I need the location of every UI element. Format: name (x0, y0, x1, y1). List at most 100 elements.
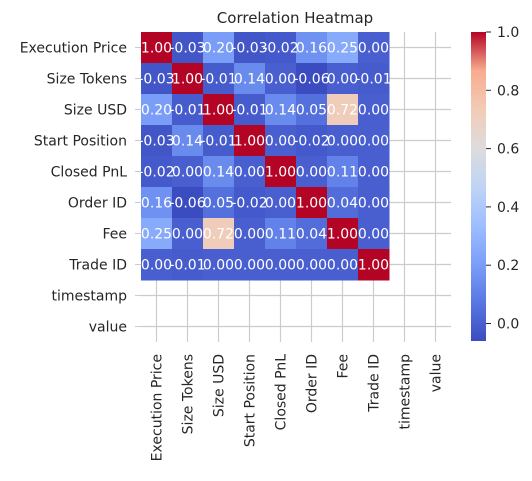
heatmap-cell (172, 187, 204, 219)
cell-value-label: 0.00 (265, 134, 296, 150)
colorbar-tick-label: 0.0 (497, 317, 519, 333)
y-tick-label: Execution Price (20, 41, 127, 57)
colorbar-tick-label: 0.2 (497, 258, 519, 274)
heatmap-cell (327, 32, 359, 64)
cell-value-label: 1.00 (265, 165, 296, 181)
cell-value-label: -0.02 (293, 134, 329, 150)
heatmap-cell (141, 125, 173, 157)
cell-value-label: 0.72 (327, 103, 358, 119)
cell-value-labels: 1.00-0.030.20-0.03-0.020.16 0.25 0.00-0.03… (138, 41, 391, 274)
heatmap-cell (141, 32, 173, 64)
cell-value-label: 0.14 (265, 103, 296, 119)
heatmap-cell (296, 218, 328, 250)
cell-value-label: -0.03 (138, 134, 174, 150)
cell-value-label: -0.01 (355, 72, 391, 88)
cell-value-label: 1.00 (327, 227, 358, 243)
heatmap-cell (203, 249, 235, 281)
heatmap-cell (234, 218, 266, 250)
cell-value-label: -0.02 (262, 41, 298, 57)
heatmap-cell (172, 63, 204, 95)
y-tick-label: Size USD (64, 103, 127, 119)
cell-value-label: -0.03 (138, 72, 174, 88)
heatmap-cell (358, 156, 390, 188)
cell-value-label: 0.00 (234, 165, 265, 181)
y-tick-label: Closed PnL (51, 165, 128, 181)
heatmap-cell (265, 249, 297, 281)
heatmap-cell (358, 187, 390, 219)
heatmap-cell (296, 94, 328, 126)
heatmap-cell (358, 94, 390, 126)
heatmap-cell (358, 218, 390, 250)
y-tick-label: timestamp (51, 289, 127, 305)
cell-value-label: 0.00 (327, 134, 358, 150)
heatmap-cell (327, 125, 359, 157)
heatmap-cell (265, 156, 297, 188)
heatmap-cell (234, 125, 266, 157)
y-tick-label: value (89, 320, 127, 336)
x-tick-label: value (429, 354, 445, 392)
heatmap-cell (358, 32, 390, 64)
cell-value-label: 0.14 (172, 134, 203, 150)
heatmap-cell (327, 249, 359, 281)
y-axis-tick-labels: Execution Price Size Tokens Size USD Start … (20, 41, 141, 336)
cell-value-label: -0.06 (293, 72, 329, 88)
x-tick-label: Size Tokens (181, 354, 197, 434)
cell-value-label: 0.00 (358, 134, 389, 150)
colorbar-tick-label: 1.0 (497, 25, 519, 41)
y-tick-label: Fee (102, 227, 127, 243)
cell-value-label: 0.00 (358, 41, 389, 57)
heatmap-cell (172, 249, 204, 281)
colorbar-tick-label: 0.6 (497, 142, 519, 158)
heatmap-cell (265, 218, 297, 250)
cell-value-label: 0.14 (234, 72, 265, 88)
heatmap-cell (296, 187, 328, 219)
cell-value-label: 0.00 (296, 165, 327, 181)
cell-value-label: 0.05 (203, 196, 234, 212)
heatmap-cell (203, 63, 235, 95)
cell-value-label: 1.00 (234, 134, 265, 150)
heatmap-cell (203, 94, 235, 126)
x-tick-label: timestamp (398, 354, 414, 430)
heatmap-cell (296, 32, 328, 64)
heatmap-cell (141, 156, 173, 188)
cell-value-label: 0.00 (327, 72, 358, 88)
heatmap-cell (172, 94, 204, 126)
heatmap-cell (327, 187, 359, 219)
heatmap-cell (234, 249, 266, 281)
x-tick-label: Fee (336, 354, 352, 379)
heatmap-cell (358, 125, 390, 157)
heatmap-cell (141, 249, 173, 281)
heatmap-cell (172, 125, 204, 157)
y-tick-label: Size Tokens (47, 72, 127, 88)
heatmap-cell (358, 63, 390, 95)
cell-value-label: 0.00 (203, 258, 234, 274)
cell-value-label: 1.00 (358, 258, 389, 274)
cell-value-label: -0.02 (138, 165, 174, 181)
heatmap-cell (203, 187, 235, 219)
heatmap-cell (172, 218, 204, 250)
heatmap-cell (327, 63, 359, 95)
cell-value-label: 0.00 (358, 103, 389, 119)
heatmap-cell (358, 249, 390, 281)
heatmap-cell (296, 63, 328, 95)
cell-value-label: 0.00 (234, 227, 265, 243)
y-tick-label: Start Position (34, 134, 127, 150)
heatmap-cells (141, 32, 390, 281)
cell-value-label: 0.20 (203, 41, 234, 57)
heatmap-cell (172, 156, 204, 188)
heatmap-cell (203, 125, 235, 157)
cell-value-label: 0.04 (327, 196, 358, 212)
cell-value-label: 0.16 (141, 196, 172, 212)
cell-value-label: 0.00 (141, 258, 172, 274)
heatmap-cell (265, 187, 297, 219)
cell-value-label: 1.00 (203, 103, 234, 119)
cell-value-label: 1.00 (172, 72, 203, 88)
cell-value-label: 0.14 (203, 165, 234, 181)
chart-title: Correlation Heatmap (217, 9, 373, 27)
heatmap-cell (234, 32, 266, 64)
x-tick-label: Execution Price (150, 354, 166, 461)
heatmap-cell (296, 249, 328, 281)
cell-value-label: 0.00 (358, 227, 389, 243)
cell-value-label: 0.11 (265, 227, 296, 243)
x-tick-label: Size USD (212, 354, 228, 417)
